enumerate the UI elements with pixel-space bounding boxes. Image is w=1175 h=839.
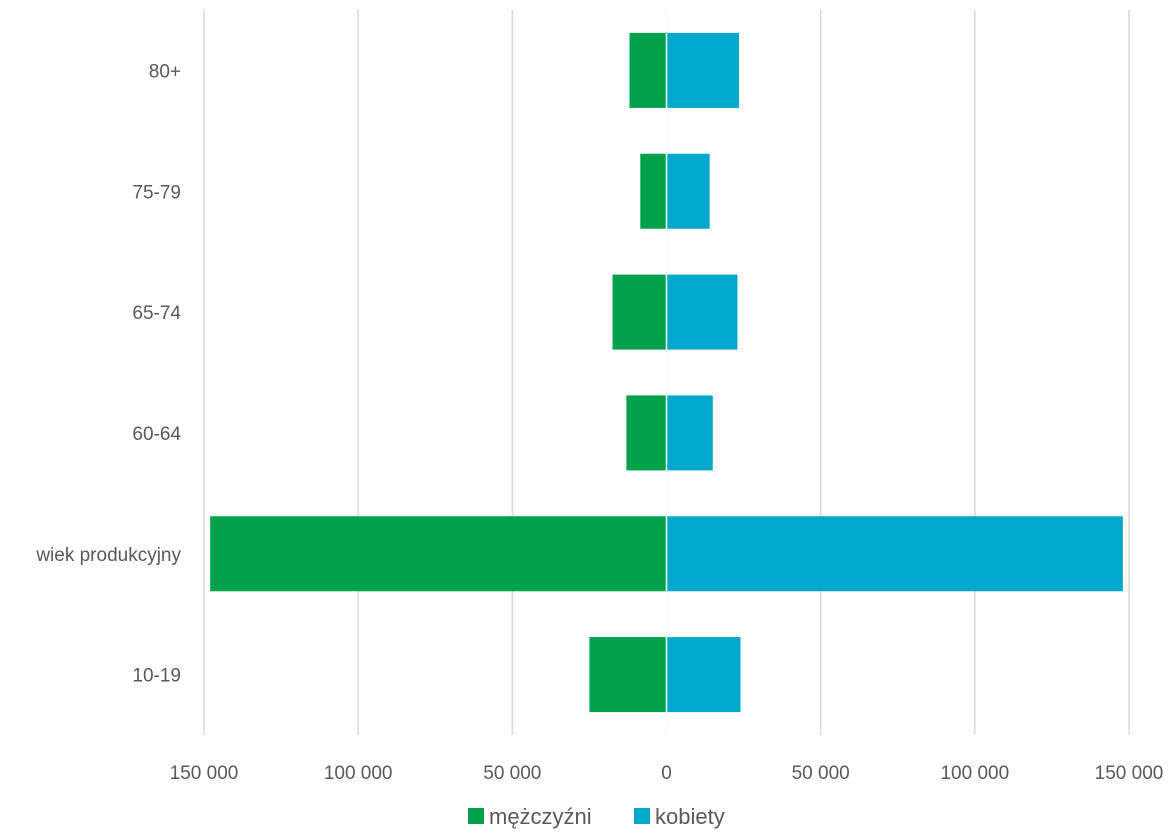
x-tick-label: 50 000 (792, 763, 850, 784)
x-tick-label: 0 (661, 763, 672, 784)
category-label: 10-19 (132, 666, 181, 687)
category-label: 65-74 (132, 303, 181, 324)
legend: mężczyźni kobiety (468, 804, 725, 829)
legend-label: kobiety (655, 804, 725, 829)
bar-women (666, 153, 710, 229)
bar-men (612, 274, 667, 350)
bar-men (626, 395, 667, 471)
bar-women (666, 516, 1123, 592)
bar-women (666, 32, 739, 108)
x-tick-label: 150 000 (170, 763, 239, 784)
x-tick-labels: 150 000 100 000 50 000 0 50 000 100 000 150 00… (170, 763, 1164, 784)
bar-men (640, 153, 667, 229)
bar-men (210, 516, 667, 592)
bar-women (666, 274, 738, 350)
category-label: 80+ (149, 61, 181, 82)
category-label: 75-79 (132, 182, 181, 203)
legend-swatch (634, 808, 650, 824)
bar-men (589, 637, 667, 713)
bar-men (629, 32, 667, 108)
legend-swatch (468, 808, 484, 824)
x-tick-label: 100 000 (324, 763, 393, 784)
bars (210, 32, 1123, 713)
category-label: 60-64 (132, 424, 181, 445)
x-tick-label: 100 000 (940, 763, 1009, 784)
x-tick-label: 150 000 (1095, 763, 1164, 784)
category-label: wiek produkcyjny (35, 545, 181, 566)
bar-women (666, 395, 713, 471)
x-tick-label: 50 000 (483, 763, 541, 784)
bar-women (666, 637, 741, 713)
category-labels: 80+ 75-79 65-74 60-64 wiek produkcyjny 10-19 (35, 61, 181, 686)
legend-label: mężczyźni (489, 804, 592, 829)
